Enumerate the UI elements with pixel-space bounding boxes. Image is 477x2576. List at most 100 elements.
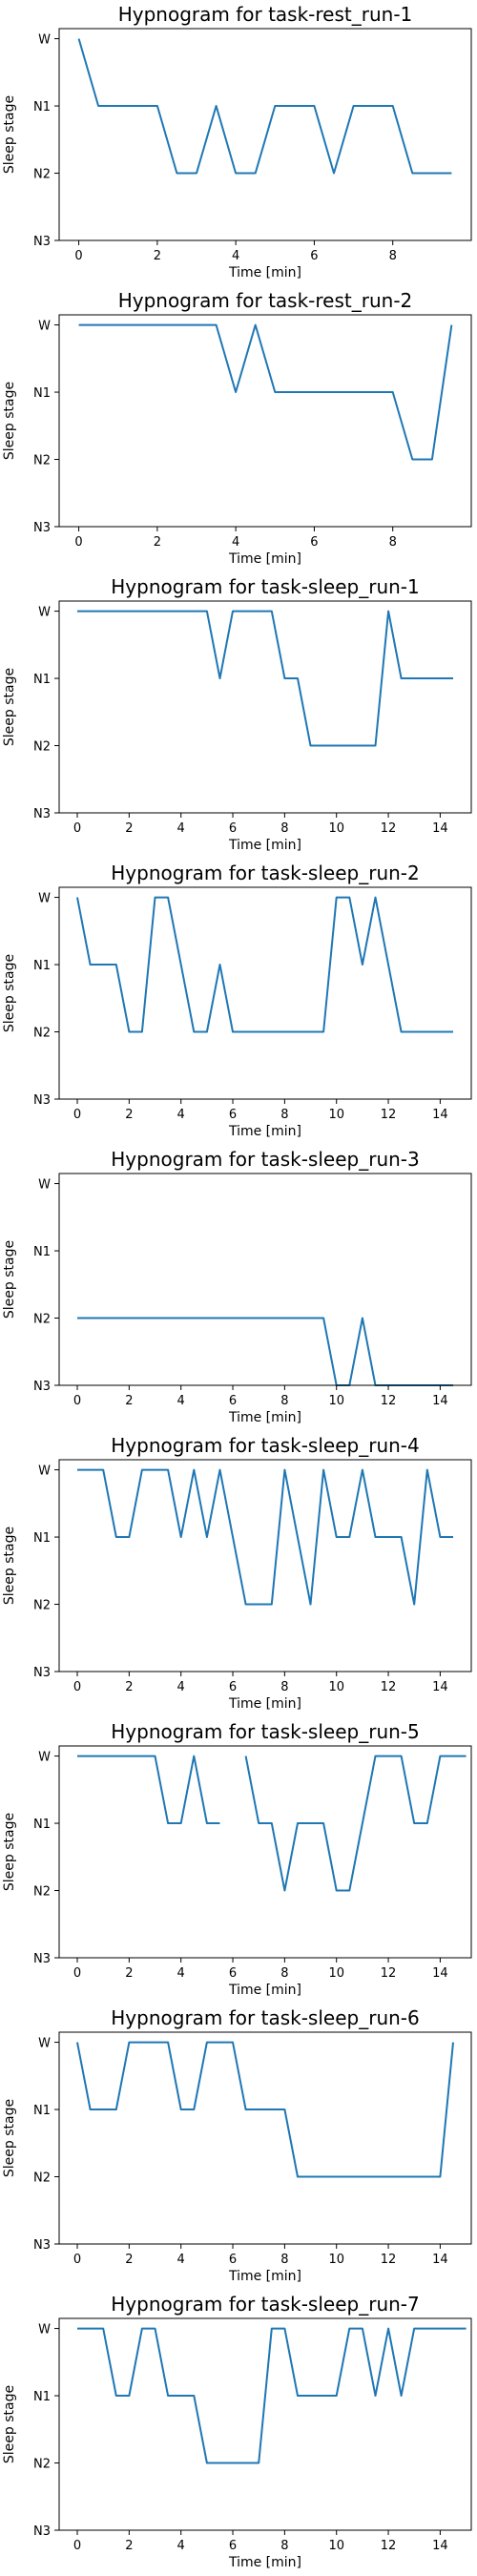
x-tick-label: 8 xyxy=(280,821,288,836)
x-tick-label: 8 xyxy=(280,1966,288,1981)
y-tick-label: W xyxy=(38,1178,51,1193)
chart-title: Hypnogram for task-sleep_run-3 xyxy=(111,1148,419,1171)
x-tick-label: 14 xyxy=(432,2253,448,2267)
y-tick-label: N3 xyxy=(33,1093,51,1108)
hypnogram-panel-5: Hypnogram for task-sleep_run-3 0 2 4 6 8 10 12 1… xyxy=(2,1148,472,1425)
chart-title: Hypnogram for task-sleep_run-6 xyxy=(111,2006,419,2029)
x-tick-label: 2 xyxy=(125,1394,133,1408)
y-tick-label: N2 xyxy=(33,740,51,755)
x-tick-label: 0 xyxy=(73,1680,81,1694)
chart-title: Hypnogram for task-sleep_run-5 xyxy=(111,1720,419,1743)
x-tick-label: 14 xyxy=(432,1966,448,1981)
x-axis-label: Time [min] xyxy=(228,1124,301,1139)
y-tick-label: N1 xyxy=(33,100,51,114)
y-tick-label: N3 xyxy=(33,1380,51,1394)
y-tick-label: N1 xyxy=(33,1531,51,1546)
y-axis-label: Sleep stage xyxy=(2,1813,17,1891)
x-tick-label: 0 xyxy=(74,249,82,263)
y-tick-label: N3 xyxy=(33,807,51,821)
x-tick-label: 0 xyxy=(73,1394,81,1408)
x-tick-label: 10 xyxy=(328,1394,344,1408)
x-tick-label: 0 xyxy=(74,535,82,550)
axes-frame xyxy=(58,600,472,814)
axes-frame xyxy=(58,2317,472,2531)
y-axis-label: Sleep stage xyxy=(2,382,17,460)
y-tick-label: N2 xyxy=(33,168,51,182)
x-tick-label: 12 xyxy=(381,1394,397,1408)
y-tick-label: N1 xyxy=(33,386,51,401)
x-axis-label: Time [min] xyxy=(228,838,301,853)
sleep-stage-line-segment-1 xyxy=(77,38,452,175)
x-tick-label: 4 xyxy=(177,1108,185,1122)
hypnogram-panel-4: Hypnogram for task-sleep_run-2 0 2 4 6 8 10 12 1… xyxy=(2,862,472,1139)
y-tick-label: W xyxy=(38,1465,51,1479)
x-tick-label: 0 xyxy=(73,2539,81,2553)
x-tick-label: 2 xyxy=(125,2253,133,2267)
x-tick-label: 8 xyxy=(280,1394,288,1408)
x-tick-label: 4 xyxy=(177,2253,185,2267)
x-tick-label: 8 xyxy=(389,535,397,550)
x-axis-label: Time [min] xyxy=(228,2555,301,2570)
y-tick-label: N3 xyxy=(33,235,51,249)
y-tick-label: N3 xyxy=(33,2238,51,2253)
x-tick-label: 14 xyxy=(432,1108,448,1122)
hypnogram-panel-8: Hypnogram for task-sleep_run-6 0 2 4 6 8 10 12 1… xyxy=(2,2006,472,2284)
sleep-stage-line-segment-1 xyxy=(77,1317,453,1386)
y-tick-label: W xyxy=(38,33,51,48)
x-tick-label: 2 xyxy=(125,2539,133,2553)
x-tick-label: 4 xyxy=(177,1680,185,1694)
chart-title: Hypnogram for task-sleep_run-7 xyxy=(111,2293,419,2316)
x-tick-label: 14 xyxy=(432,1680,448,1694)
y-tick-label: N2 xyxy=(33,2171,51,2186)
x-tick-label: 14 xyxy=(432,1394,448,1408)
y-tick-label: N3 xyxy=(33,2524,51,2539)
x-tick-label: 2 xyxy=(125,1966,133,1981)
x-tick-label: 6 xyxy=(229,821,237,836)
x-tick-label: 10 xyxy=(328,2539,344,2553)
x-tick-label: 10 xyxy=(328,1966,344,1981)
y-axis-label: Sleep stage xyxy=(2,95,17,174)
x-axis-label: Time [min] xyxy=(228,551,301,567)
x-tick-label: 12 xyxy=(381,1108,397,1122)
x-tick-label: 10 xyxy=(328,821,344,836)
x-tick-label: 4 xyxy=(177,1394,185,1408)
x-tick-label: 8 xyxy=(280,1108,288,1122)
x-tick-label: 12 xyxy=(381,2539,397,2553)
x-tick-label: 8 xyxy=(280,1680,288,1694)
y-axis-label: Sleep stage xyxy=(2,2385,17,2463)
chart-title: Hypnogram for task-rest_run-1 xyxy=(118,3,413,26)
x-tick-label: 0 xyxy=(73,821,81,836)
y-tick-label: N1 xyxy=(33,1245,51,1259)
y-tick-label: W xyxy=(38,320,51,334)
x-tick-label: 4 xyxy=(177,1966,185,1981)
sleep-stage-line-segment-1 xyxy=(77,1468,453,1606)
chart-title: Hypnogram for task-sleep_run-1 xyxy=(111,575,419,598)
hypnogram-panel-6: Hypnogram for task-sleep_run-4 0 2 4 6 8 10 12 1… xyxy=(2,1434,472,1712)
y-tick-label: W xyxy=(38,892,51,906)
x-tick-label: 6 xyxy=(229,1394,237,1408)
sleep-stage-line-segment-1 xyxy=(76,2041,454,2178)
y-tick-label: N1 xyxy=(33,2390,51,2404)
x-tick-label: 10 xyxy=(328,2253,344,2267)
y-axis-label: Sleep stage xyxy=(2,2099,17,2177)
y-tick-label: N1 xyxy=(33,2104,51,2118)
x-tick-label: 2 xyxy=(154,535,161,550)
hypnogram-panel-2: Hypnogram for task-rest_run-2 0 2 4 6 8 W N1 N2 N… xyxy=(2,289,472,567)
hypnogram-panel-7: Hypnogram for task-sleep_run-5 0 2 4 6 8 10 12 1… xyxy=(2,1720,472,1998)
chart-title: Hypnogram for task-rest_run-2 xyxy=(118,289,413,312)
x-tick-label: 6 xyxy=(229,2253,237,2267)
axes-frame xyxy=(58,1459,472,1672)
x-tick-label: 12 xyxy=(381,1966,397,1981)
x-axis-label: Time [min] xyxy=(228,1696,301,1712)
x-tick-label: 14 xyxy=(432,821,448,836)
y-axis-label: Sleep stage xyxy=(2,954,17,1032)
x-tick-label: 2 xyxy=(125,821,133,836)
axes-frame xyxy=(58,2031,472,2245)
x-tick-label: 2 xyxy=(154,249,161,263)
y-tick-label: N3 xyxy=(33,1952,51,1966)
x-tick-label: 6 xyxy=(229,1966,237,1981)
y-tick-label: N2 xyxy=(33,454,51,468)
x-tick-label: 10 xyxy=(328,1108,344,1122)
sleep-stage-line-segment-1 xyxy=(77,1755,220,1824)
